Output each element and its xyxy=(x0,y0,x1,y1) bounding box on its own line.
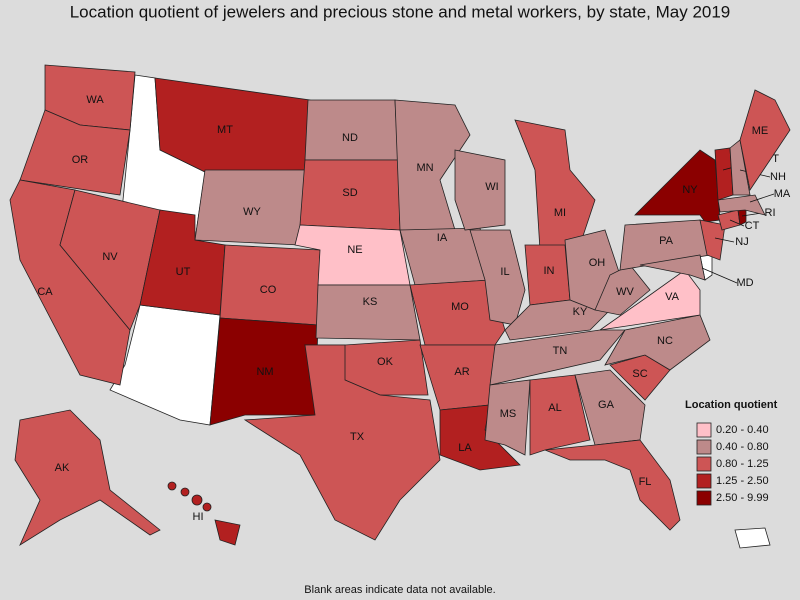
state-label: LA xyxy=(458,442,472,454)
state-region xyxy=(717,209,741,231)
legend-swatch xyxy=(696,473,712,489)
state-label: ND xyxy=(342,132,358,144)
state-region xyxy=(594,264,651,316)
state-label: UT xyxy=(176,266,191,278)
blank-state xyxy=(734,527,771,549)
state-region xyxy=(19,109,131,196)
state-region xyxy=(739,89,791,192)
state-label: HI xyxy=(193,511,204,523)
label-leader xyxy=(749,193,775,203)
state-region xyxy=(604,314,711,371)
state-label: CA xyxy=(37,286,53,298)
state-label: TN xyxy=(553,345,568,357)
state-region xyxy=(514,119,596,251)
state-label: NH xyxy=(770,171,786,183)
state-label: NM xyxy=(256,366,273,378)
state-label: NJ xyxy=(735,236,748,248)
state-label: GA xyxy=(598,399,615,411)
state-label: MN xyxy=(416,162,433,174)
state-label: IA xyxy=(437,232,448,244)
legend-label: 0.40 - 0.80 xyxy=(716,441,769,453)
state-label: SD xyxy=(342,187,357,199)
state-label: CO xyxy=(260,284,277,296)
state-label: OH xyxy=(589,257,606,269)
state-label: KS xyxy=(363,296,378,308)
state-region xyxy=(529,374,591,456)
state-label: OK xyxy=(377,356,394,368)
state-label: MD xyxy=(736,277,753,289)
island xyxy=(167,481,177,491)
label-leader xyxy=(701,267,738,284)
state-region xyxy=(717,194,766,216)
label-leader xyxy=(729,219,745,227)
state-label: FL xyxy=(639,476,652,488)
state-region xyxy=(634,149,721,223)
state-label: ME xyxy=(752,125,769,137)
state-region xyxy=(544,439,681,531)
state-label: MO xyxy=(451,301,469,313)
state-region xyxy=(729,139,751,196)
state-label: AK xyxy=(55,462,70,474)
state-label: AR xyxy=(454,366,469,378)
state-label: NE xyxy=(347,244,362,256)
legend-label: 2.50 - 9.99 xyxy=(716,492,769,504)
island xyxy=(202,502,212,512)
state-region xyxy=(409,279,506,346)
state-label: WV xyxy=(616,286,634,298)
state-region xyxy=(304,99,399,161)
state-label: AL xyxy=(548,402,561,414)
state-region xyxy=(484,379,531,456)
state-label: MT xyxy=(217,124,233,136)
state-region xyxy=(574,369,646,446)
island xyxy=(180,487,190,497)
state-label: TX xyxy=(350,431,365,443)
state-label: WI xyxy=(485,181,498,193)
state-label: NV xyxy=(102,251,118,263)
state-region xyxy=(454,149,506,231)
footnote: Blank areas indicate data not available. xyxy=(304,584,495,596)
state-region xyxy=(315,284,421,341)
state-label: RI xyxy=(765,207,776,219)
state-label: KY xyxy=(573,306,588,318)
map-title: Location quotient of jewelers and precio… xyxy=(70,2,731,21)
state-label: IN xyxy=(544,265,555,277)
state-region xyxy=(489,329,626,386)
state-label: WY xyxy=(243,206,261,218)
state-label: PA xyxy=(659,235,674,247)
state-region xyxy=(59,189,161,331)
legend-label: 0.80 - 1.25 xyxy=(716,458,769,470)
state-label: VA xyxy=(665,291,680,303)
state-region xyxy=(699,219,726,261)
state-label: SC xyxy=(632,368,647,380)
state-label: CT xyxy=(745,220,760,232)
legend-label: 1.25 - 2.50 xyxy=(716,475,769,487)
legend-swatch xyxy=(696,456,712,472)
state-label: NC xyxy=(657,335,673,347)
legend-swatch xyxy=(696,422,712,438)
state-label: MI xyxy=(554,207,566,219)
state-region xyxy=(639,254,706,281)
state-label: MA xyxy=(774,188,791,200)
legend-swatch xyxy=(696,439,712,455)
state-label: OR xyxy=(72,154,89,166)
legend-swatch xyxy=(696,490,712,506)
state-label: IL xyxy=(500,266,509,278)
label-leader xyxy=(714,237,735,243)
state-region xyxy=(209,317,319,426)
state-region xyxy=(243,344,441,541)
state-region xyxy=(214,519,241,546)
island xyxy=(191,494,203,506)
state-region xyxy=(14,409,161,547)
state-label: MS xyxy=(500,408,517,420)
state-label: WA xyxy=(86,94,104,106)
legend-label: 0.20 - 0.40 xyxy=(716,424,769,436)
legend-title: Location quotient xyxy=(685,399,778,411)
state-region xyxy=(599,269,701,331)
state-label: NY xyxy=(682,184,698,196)
